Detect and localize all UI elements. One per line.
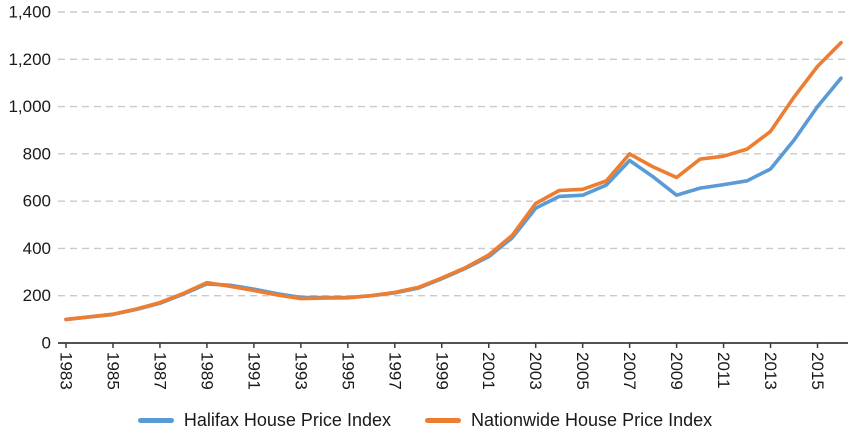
y-axis-tick-label: 600 (23, 192, 51, 211)
x-axis-tick-label: 2003 (526, 352, 545, 390)
x-axis-tick-label: 1985 (103, 352, 122, 390)
x-axis-tick-label: 2013 (761, 352, 780, 390)
y-axis-tick-label: 200 (23, 286, 51, 305)
legend-swatch-halifax-line (137, 418, 174, 423)
x-axis-tick-label: 1993 (291, 352, 310, 390)
x-axis-tick-label: 1997 (385, 352, 404, 390)
x-axis-tick-label: 2005 (573, 352, 592, 390)
legend-item-nationwide: Nationwide House Price Index (424, 410, 713, 431)
series-line-nationwide (64, 40, 843, 322)
series-line-halifax (64, 76, 843, 322)
x-axis-tick-label: 2001 (479, 352, 498, 390)
legend-item-halifax: Halifax House Price Index (137, 410, 391, 431)
y-axis-tick-label: 1,200 (8, 50, 51, 69)
y-axis-tick-label: 800 (23, 144, 51, 163)
x-axis-tick-label: 1995 (338, 352, 357, 390)
x-axis-tick-label: 1989 (197, 352, 216, 390)
x-axis-tick-label: 1983 (57, 352, 76, 390)
legend: Halifax House Price Index Nationwide Hou… (0, 410, 850, 431)
x-axis-tick-label: 1987 (150, 352, 169, 390)
x-axis-tick-label: 2007 (620, 352, 639, 390)
x-axis-tick-label: 2015 (808, 352, 827, 390)
x-axis-tick-label: 1999 (432, 352, 451, 390)
legend-label-nationwide: Nationwide House Price Index (470, 410, 713, 430)
y-axis-tick-label: 1,400 (8, 3, 51, 22)
line-chart-svg: 0 200 400 600 800 1,000 1,200 1,400 1983 1985 1987… (8, 3, 848, 390)
y-axis-tick-label: 400 (23, 239, 51, 258)
y-axis-tick-label: 0 (42, 334, 51, 353)
x-axis-tick-label: 2009 (667, 352, 686, 390)
legend-label-halifax: Halifax House Price Index (183, 410, 391, 430)
x-axis-tick-label: 1991 (244, 352, 263, 390)
x-axis-tick-label: 2011 (714, 352, 733, 389)
y-axis-tick-label: 1,000 (8, 97, 51, 116)
legend-swatch-nationwide-line (424, 418, 461, 423)
